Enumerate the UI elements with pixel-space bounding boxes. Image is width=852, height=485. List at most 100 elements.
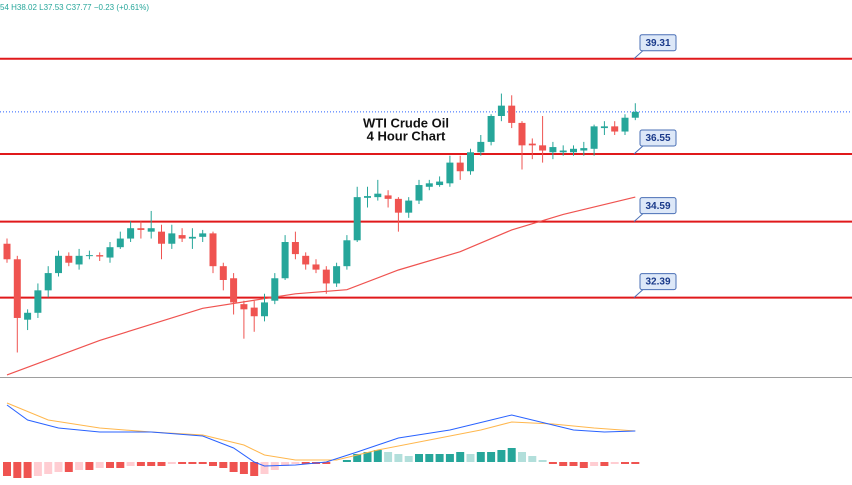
moving-average — [6, 196, 636, 376]
macd-histogram-bar — [548, 462, 557, 464]
candle-body — [188, 236, 196, 239]
macd-histogram-bar — [64, 462, 73, 472]
candle-body — [477, 141, 485, 153]
candle-body — [467, 152, 474, 172]
level-label-box — [639, 197, 677, 215]
macd-histogram-bar — [95, 462, 104, 468]
chart-title: WTI Crude Oil — [363, 115, 449, 130]
candle-body — [271, 278, 279, 301]
candle-body — [240, 304, 248, 310]
macd-histogram-bar — [209, 462, 217, 466]
candle-body — [261, 302, 268, 317]
macd-histogram-bar — [157, 462, 166, 466]
candle-body — [34, 290, 42, 313]
macd-histogram-bar — [322, 462, 331, 464]
candle-body — [96, 255, 104, 257]
macd-histogram-bar — [404, 456, 413, 462]
candle-body — [374, 193, 382, 198]
macd-histogram-bar — [75, 462, 84, 470]
candle-body — [168, 233, 176, 244]
candle-body — [219, 266, 227, 280]
chart-subtitle: 4 Hour Chart — [367, 128, 446, 143]
macd-histogram-bar — [497, 450, 506, 462]
candle-body — [147, 228, 155, 232]
candle-body — [85, 255, 93, 257]
macd-histogram-bar — [44, 462, 53, 474]
macd-histogram-bar — [559, 462, 568, 466]
macd-histogram-bar — [281, 462, 290, 466]
macd-histogram-bar — [342, 460, 351, 462]
candle-body — [436, 181, 444, 186]
macd-histogram-bar — [528, 456, 537, 462]
macd-histogram-bar — [363, 452, 372, 462]
candle-body — [549, 147, 557, 153]
ohlc-header: 54 H38.02 L37.53 C37.77 −0.23 (+0.61%) — [0, 3, 149, 12]
macd-line — [6, 404, 636, 467]
macd-histogram-bar — [445, 454, 454, 462]
signal-line — [6, 402, 636, 461]
candle-body — [394, 198, 402, 213]
macd-histogram-bar — [415, 454, 423, 462]
macd-histogram-bar — [126, 462, 135, 466]
candle-body — [127, 228, 135, 239]
macd-histogram-bar — [600, 462, 609, 466]
macd-histogram-bar — [466, 454, 475, 462]
candle-body — [116, 238, 124, 248]
candle-body — [580, 148, 588, 151]
candle-body — [353, 197, 361, 241]
candle-body — [230, 278, 238, 303]
macd-histogram-bar — [188, 462, 197, 464]
macd-histogram-bar — [394, 454, 403, 462]
macd-histogram-bar — [85, 462, 94, 470]
macd-histogram-bar — [291, 462, 300, 464]
candle-body — [209, 233, 217, 267]
candle-body — [364, 196, 371, 198]
candle-body — [425, 183, 433, 187]
macd-histogram-bar — [54, 462, 63, 472]
candle-body — [518, 122, 526, 146]
level-label-box — [639, 34, 677, 52]
candle-body — [600, 126, 608, 129]
candle-body — [415, 185, 423, 201]
macd-histogram-bar — [569, 462, 578, 466]
candle-body — [621, 117, 629, 132]
macd-histogram-bar — [456, 452, 465, 462]
candle-body — [590, 126, 598, 149]
macd-histogram-bar — [33, 462, 42, 476]
candle-body — [487, 116, 495, 142]
macd-histogram-bar — [239, 462, 248, 474]
macd-histogram-bar — [518, 452, 526, 462]
candle-body — [312, 264, 320, 270]
macd-histogram-bar — [487, 452, 496, 462]
macd-histogram-bar — [631, 462, 640, 464]
macd-histogram-bar — [425, 454, 434, 462]
macd-histogram-bar — [384, 452, 393, 462]
macd-histogram-bar — [106, 462, 114, 468]
candle-body — [528, 143, 536, 146]
candle-body — [611, 126, 619, 132]
candle-body — [24, 312, 32, 320]
macd-histogram-bar — [23, 462, 32, 478]
candle-body — [539, 145, 547, 151]
level-label: 32.39 — [645, 277, 670, 288]
candle-body — [559, 150, 567, 153]
macd-histogram-bar — [476, 452, 485, 462]
macd-histogram-bar — [178, 462, 187, 464]
candle-body — [291, 242, 299, 255]
macd-histogram-bar — [198, 462, 207, 464]
candle-body — [199, 233, 207, 237]
candle-body — [106, 247, 114, 258]
candle-body — [75, 255, 83, 265]
level-label-box — [639, 273, 677, 291]
macd-histogram-bar — [250, 462, 259, 476]
candle-body — [333, 266, 341, 284]
level-label: 39.31 — [645, 38, 670, 49]
macd-histogram-bar — [167, 462, 176, 464]
candle-body — [384, 195, 392, 199]
candle-body — [44, 273, 52, 291]
macd-histogram-bar — [136, 462, 145, 466]
candle-body — [456, 162, 464, 172]
candle-body — [343, 240, 351, 267]
candle-body — [631, 111, 639, 118]
